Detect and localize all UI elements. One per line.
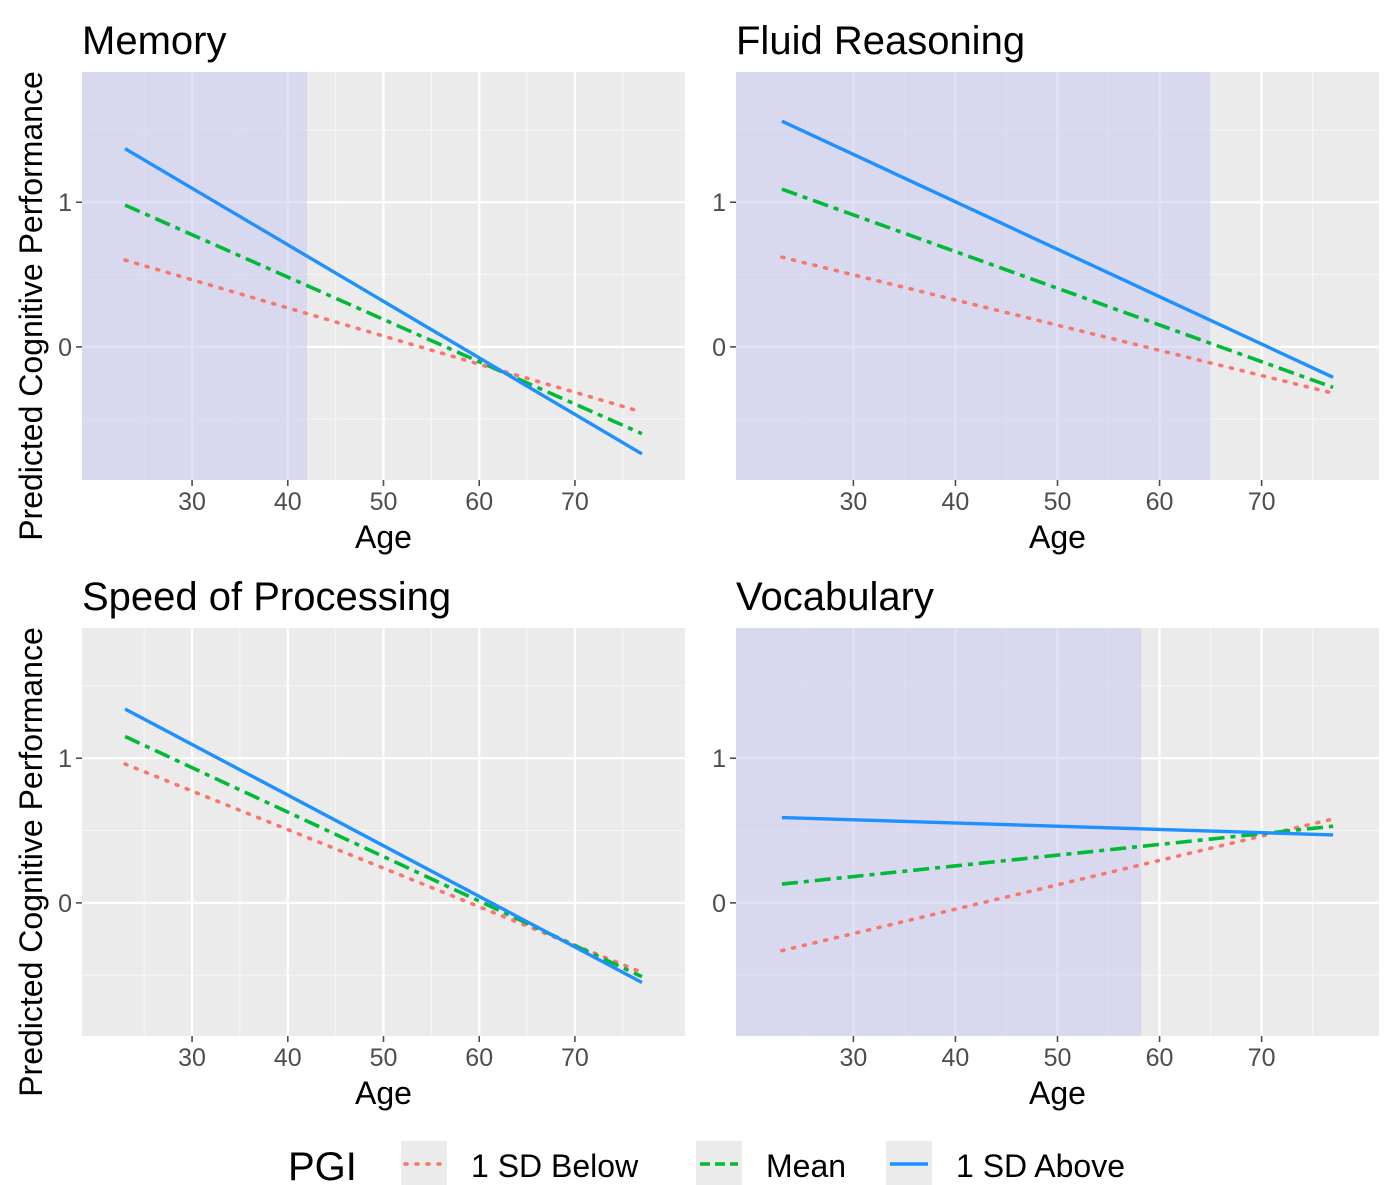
series-line-mean [124, 203, 643, 436]
legend-label: Mean [766, 1148, 846, 1184]
x-tick-label: 60 [1146, 1044, 1174, 1072]
x-tick-label: 30 [839, 1044, 867, 1072]
series-line-mean [781, 824, 1334, 886]
x-axis-title: Age [355, 519, 412, 555]
x-tick-label: 60 [465, 1044, 493, 1072]
panel-title: Memory [82, 19, 226, 63]
x-tick-label: 70 [561, 488, 589, 516]
panel-title: Speed of Processing [82, 575, 451, 619]
significance-region [82, 72, 307, 480]
y-tick-label: 0 [712, 890, 726, 918]
x-axis-title: Age [1029, 519, 1086, 555]
x-tick-label: 60 [1146, 488, 1174, 516]
x-tick-label: 30 [178, 1044, 206, 1072]
series-line-1-sd-below [780, 255, 1335, 395]
x-axis-title: Age [355, 1075, 412, 1111]
x-tick-label: 70 [561, 1044, 589, 1072]
y-tick-label: 1 [58, 745, 72, 773]
x-tick-label: 70 [1248, 488, 1276, 516]
legend-item-1-sd-above: 1 SD Above [886, 1141, 1125, 1185]
series-line-1-sd-below [780, 817, 1335, 953]
series-line-1-sd-below [123, 258, 644, 414]
series-line-1-sd-above [781, 119, 1334, 379]
y-axis-title: Predicted Cognitive Performance [13, 71, 49, 541]
x-tick-label: 50 [370, 1044, 398, 1072]
x-tick-label: 50 [1044, 488, 1072, 516]
series-line-mean [781, 187, 1334, 390]
y-tick-label: 1 [712, 189, 726, 217]
y-axis-title: Predicted Cognitive Performance [13, 627, 49, 1097]
significance-region [736, 72, 1211, 480]
y-tick-label: 0 [58, 890, 72, 918]
x-tick-label: 60 [465, 488, 493, 516]
legend-title: PGI [288, 1145, 357, 1185]
panel-memory: 30 40 50 60 70 0 1 Memory Age Predicted Cognitive… [13, 19, 685, 555]
x-tick-label: 30 [178, 488, 206, 516]
panel-fluid-reasoning: 30 40 50 60 70 0 1 Fluid Reasoning Age [712, 19, 1379, 555]
legend-item-mean: Mean [696, 1141, 846, 1185]
panel-speed-of-processing: 30 40 50 60 70 0 1 Speed of Processing Age Predic… [13, 575, 685, 1111]
series-line-1-sd-above [781, 815, 1334, 837]
x-tick-label: 40 [942, 1044, 970, 1072]
series-line-1-sd-above [124, 707, 643, 984]
legend: PGI 1 SD Below Mean 1 SD Above [288, 1141, 1125, 1185]
x-tick-label: 50 [1044, 1044, 1072, 1072]
legend-label: 1 SD Below [471, 1148, 639, 1184]
panel-vocabulary: 30 40 50 60 70 0 1 Vocabulary Age [712, 575, 1379, 1111]
legend-item-1-sd-below: 1 SD Below [401, 1141, 639, 1185]
x-tick-label: 40 [274, 1044, 302, 1072]
y-tick-label: 1 [58, 189, 72, 217]
x-tick-label: 40 [942, 488, 970, 516]
panel-title: Fluid Reasoning [736, 19, 1025, 63]
x-tick-label: 30 [839, 488, 867, 516]
panel-title: Vocabulary [736, 575, 934, 619]
y-tick-label: 0 [58, 334, 72, 362]
x-tick-label: 40 [274, 488, 302, 516]
x-axis-title: Age [1029, 1075, 1086, 1111]
x-tick-label: 70 [1248, 1044, 1276, 1072]
series-line-1-sd-above [124, 147, 643, 456]
significance-region [736, 628, 1142, 1036]
x-tick-label: 50 [370, 488, 398, 516]
y-tick-label: 1 [712, 745, 726, 773]
y-tick-label: 0 [712, 334, 726, 362]
legend-label: 1 SD Above [956, 1148, 1125, 1184]
